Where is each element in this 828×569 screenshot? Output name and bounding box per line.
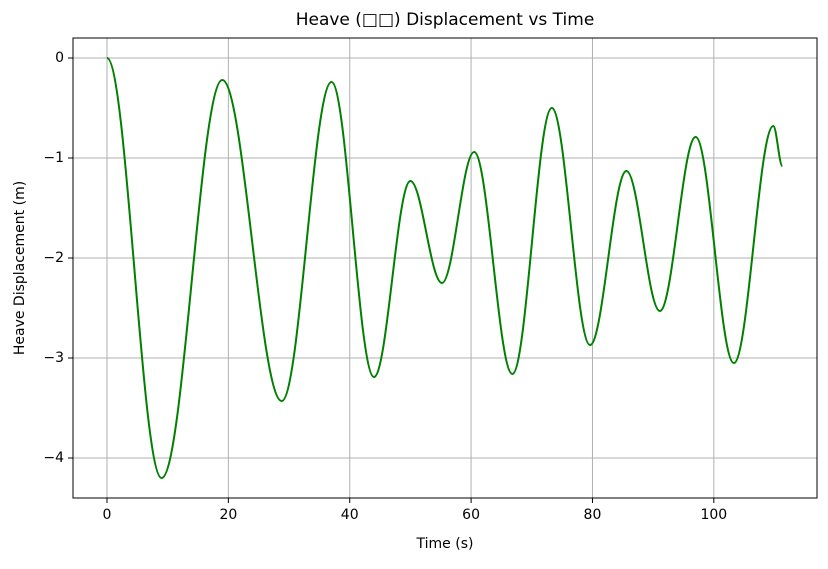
chart-title: Heave (□□) Displacement vs Time: [296, 10, 595, 30]
x-tick-label: 80: [584, 507, 602, 523]
y-tick-label: −1: [43, 150, 64, 166]
data-line: [106, 57, 784, 480]
x-tick-label: 0: [103, 507, 112, 523]
x-tick-label: 20: [219, 507, 237, 523]
y-tick-label: −3: [43, 350, 64, 366]
y-tick-label: 0: [55, 50, 64, 66]
x-tick-label: 40: [341, 507, 359, 523]
x-tick-label: 60: [462, 507, 480, 523]
y-tick-label: −2: [43, 250, 64, 266]
y-axis-label: Heave Displacement (m): [12, 181, 28, 355]
x-axis-label: Time (s): [416, 536, 474, 552]
plot-frame: [72, 37, 818, 499]
y-tick-label: −4: [43, 450, 64, 466]
x-tick-label: 100: [700, 507, 727, 523]
